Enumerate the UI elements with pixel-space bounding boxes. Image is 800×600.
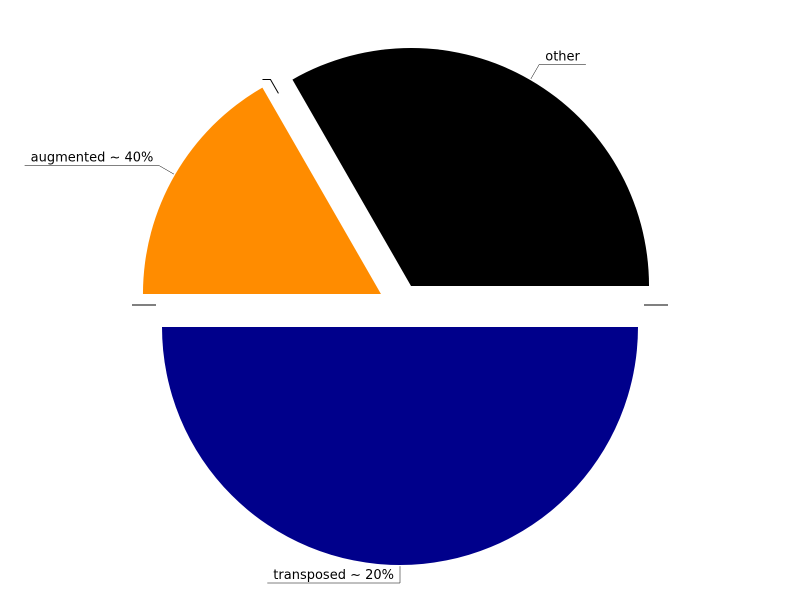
slice-label-4: transposed ~ 20% [273,568,394,583]
leader-line-0 [530,64,586,80]
pie-slice-0 [292,47,650,286]
zero-slice-marker-1 [262,79,279,94]
zero-slice-markers [132,79,668,306]
leader-line-4 [267,566,401,584]
slice-label-0: other [545,49,580,64]
leader-line-2 [24,165,175,175]
slice-labels: other augmented ~ 40% transposed ~ 20% [31,49,581,583]
label-leader-lines [24,64,586,584]
pie-slices [142,47,650,565]
pie-slice-2 [142,87,381,294]
pie-slice-4 [162,327,638,565]
slice-label-2: augmented ~ 40% [31,151,154,166]
